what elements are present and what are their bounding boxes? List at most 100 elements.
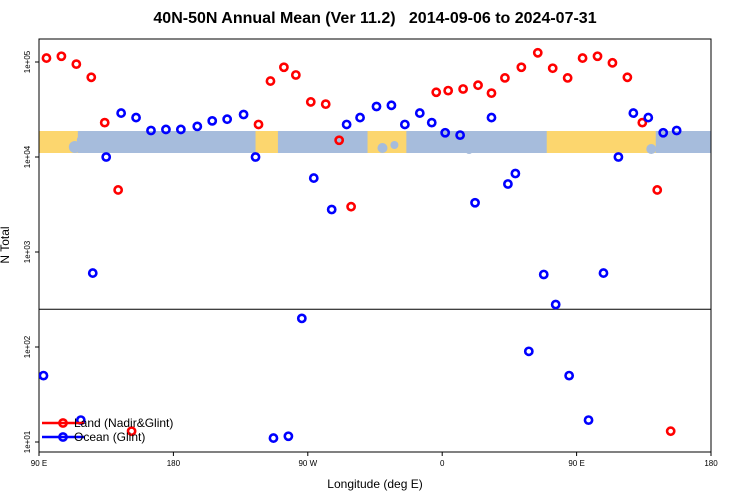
data-point bbox=[207, 115, 218, 126]
data-point bbox=[665, 426, 676, 437]
series-ocean bbox=[39, 100, 682, 443]
band-ocean-island bbox=[377, 143, 388, 153]
data-point bbox=[131, 112, 141, 123]
data-point bbox=[516, 62, 527, 73]
data-point bbox=[440, 127, 451, 138]
data-point bbox=[71, 59, 82, 70]
y-tick-label: 1e+02 bbox=[23, 335, 32, 358]
data-point bbox=[296, 313, 307, 324]
x-axis: 90 E 180 90 W 0 90 E 180 bbox=[31, 452, 718, 468]
data-point bbox=[486, 88, 497, 99]
x-tick-label: 0 bbox=[440, 459, 445, 468]
data-point bbox=[326, 204, 337, 215]
legend-label: Land (Nadir&Glint) bbox=[74, 416, 173, 430]
x-tick-label: 90 E bbox=[568, 459, 584, 468]
data-point bbox=[547, 63, 558, 74]
data-point bbox=[386, 100, 397, 111]
data-point bbox=[320, 99, 331, 110]
data-point bbox=[500, 73, 510, 83]
data-point bbox=[268, 433, 279, 443]
data-point bbox=[279, 62, 289, 73]
data-point bbox=[426, 117, 437, 128]
data-point bbox=[283, 431, 294, 442]
band-ocean-segment bbox=[655, 131, 711, 153]
y-tick-label: 1e+04 bbox=[23, 145, 32, 168]
data-point bbox=[643, 112, 654, 123]
data-point bbox=[431, 87, 442, 98]
data-point bbox=[355, 112, 365, 123]
x-tick-label: 180 bbox=[704, 459, 718, 468]
data-point bbox=[253, 119, 264, 130]
chart-title: 40N-50N Annual Mean (Ver 11.2) 2014-09-0… bbox=[153, 10, 597, 27]
band-ocean-segment bbox=[77, 131, 256, 153]
data-point bbox=[161, 124, 171, 135]
data-point bbox=[99, 117, 110, 128]
band-ocean bbox=[68, 131, 711, 154]
band-ocean-island bbox=[76, 136, 85, 144]
data-point bbox=[443, 85, 454, 96]
data-point bbox=[458, 84, 469, 94]
data-point bbox=[250, 152, 261, 162]
data-point bbox=[86, 72, 97, 83]
data-point bbox=[116, 108, 127, 118]
data-point bbox=[455, 130, 466, 141]
data-point bbox=[113, 185, 124, 195]
data-point bbox=[550, 299, 561, 310]
data-point bbox=[341, 119, 352, 130]
data-point bbox=[564, 370, 575, 381]
data-point bbox=[126, 426, 137, 437]
data-point bbox=[562, 73, 573, 83]
x-axis-label: Longitude (deg E) bbox=[327, 477, 422, 491]
x-tick-label: 90 W bbox=[298, 459, 317, 468]
data-point bbox=[583, 415, 594, 426]
data-point bbox=[598, 268, 609, 278]
y-axis-label: N Total bbox=[0, 226, 12, 263]
data-point bbox=[658, 127, 669, 138]
band-ocean-island bbox=[68, 141, 81, 153]
legend-marker bbox=[58, 432, 68, 442]
data-point bbox=[222, 114, 233, 125]
data-points bbox=[39, 47, 682, 443]
y-axis: 1e+01 1e+02 1e+03 1e+04 1e+05 bbox=[23, 50, 39, 453]
data-point bbox=[470, 197, 480, 208]
data-point bbox=[308, 173, 319, 183]
data-point bbox=[637, 117, 648, 128]
data-point bbox=[39, 370, 49, 381]
data-point bbox=[399, 119, 410, 130]
data-point bbox=[652, 185, 663, 195]
legend-label: Ocean (Glint) bbox=[74, 430, 145, 444]
data-point bbox=[510, 168, 521, 179]
data-point bbox=[101, 152, 112, 162]
plot-frame bbox=[38, 38, 712, 453]
data-point bbox=[486, 112, 497, 123]
band-ocean-island bbox=[465, 146, 474, 154]
data-point bbox=[305, 97, 316, 107]
data-point bbox=[371, 101, 382, 112]
data-point bbox=[41, 53, 52, 63]
data-point bbox=[192, 121, 203, 132]
data-point bbox=[613, 152, 624, 162]
y-tick-label: 1e+01 bbox=[23, 430, 32, 453]
data-point bbox=[146, 125, 156, 136]
x-tick-label: 90 E bbox=[31, 459, 47, 468]
data-point bbox=[622, 72, 633, 83]
data-point bbox=[265, 76, 276, 86]
data-point bbox=[628, 108, 639, 118]
latitude-band-map bbox=[39, 131, 711, 154]
data-point bbox=[523, 346, 534, 357]
data-point bbox=[473, 80, 483, 91]
legend: Land (Nadir&Glint)Ocean (Glint) bbox=[42, 416, 173, 444]
x-tick-label: 180 bbox=[167, 459, 181, 468]
series-land bbox=[41, 47, 676, 437]
data-point bbox=[175, 124, 186, 135]
data-point bbox=[577, 53, 588, 63]
data-point bbox=[238, 109, 249, 120]
data-point bbox=[607, 57, 618, 68]
data-point bbox=[532, 47, 543, 58]
band-ocean-island bbox=[646, 144, 657, 154]
y-tick-label: 1e+03 bbox=[23, 240, 32, 263]
data-point bbox=[414, 108, 425, 118]
data-point bbox=[538, 269, 549, 280]
data-point bbox=[503, 179, 513, 189]
